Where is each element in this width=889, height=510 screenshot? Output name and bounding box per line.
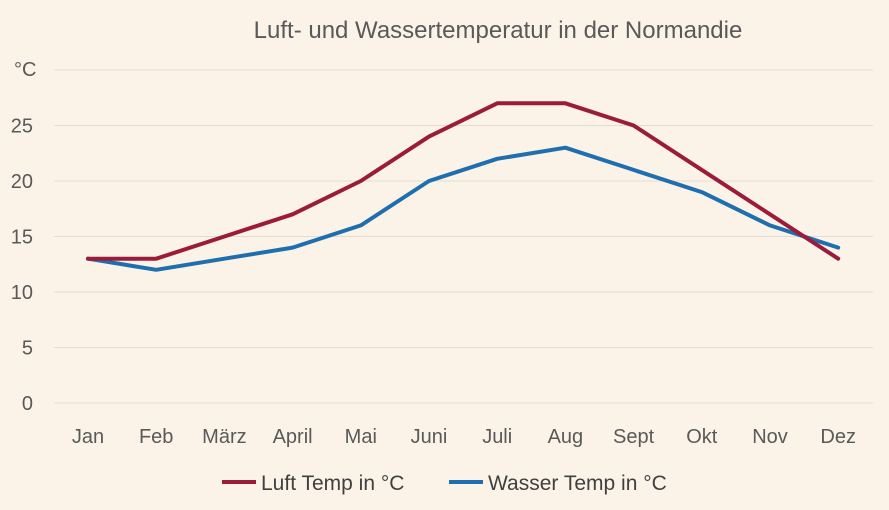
y-tick-label: 5 <box>22 338 33 360</box>
y-tick-label: 15 <box>11 227 33 249</box>
series-line-wasser <box>86 145 841 272</box>
legend-label: Luft Temp in °C <box>261 472 404 495</box>
y-tick-label: 0 <box>22 393 33 415</box>
x-tick-label: Sept <box>613 426 655 448</box>
x-tick-label: Juni <box>411 426 448 448</box>
x-tick-label: Juli <box>482 426 512 448</box>
y-tick-label: 20 <box>11 171 33 193</box>
y-tick-label: 25 <box>11 116 33 138</box>
x-tick-label: Mai <box>345 426 377 448</box>
legend-label: Wasser Temp in °C <box>488 472 667 495</box>
x-axis-ticks: Jan Feb März April Mai Juni Juli Aug Sept Okt Nov D… <box>72 426 856 448</box>
legend: Luft Temp in °C Wasser Temp in °C <box>222 472 667 495</box>
x-tick-label: April <box>273 426 313 448</box>
x-tick-label: Feb <box>139 426 173 448</box>
gridlines <box>54 69 873 404</box>
x-tick-label: Jan <box>72 426 104 448</box>
y-axis-ticks: 0 5 10 15 20 25 <box>11 116 33 416</box>
x-tick-label: Nov <box>752 426 788 448</box>
chart-title: Luft- und Wassertemperatur in der Norman… <box>254 17 743 44</box>
series-lines <box>86 101 841 272</box>
x-tick-label: Okt <box>686 426 718 448</box>
y-axis-unit-label: °C <box>14 59 36 81</box>
x-tick-label: März <box>202 426 246 448</box>
x-tick-label: Aug <box>548 426 584 448</box>
x-tick-label: Dez <box>820 426 856 448</box>
series-line-luft <box>86 101 841 261</box>
y-tick-label: 10 <box>11 282 33 304</box>
